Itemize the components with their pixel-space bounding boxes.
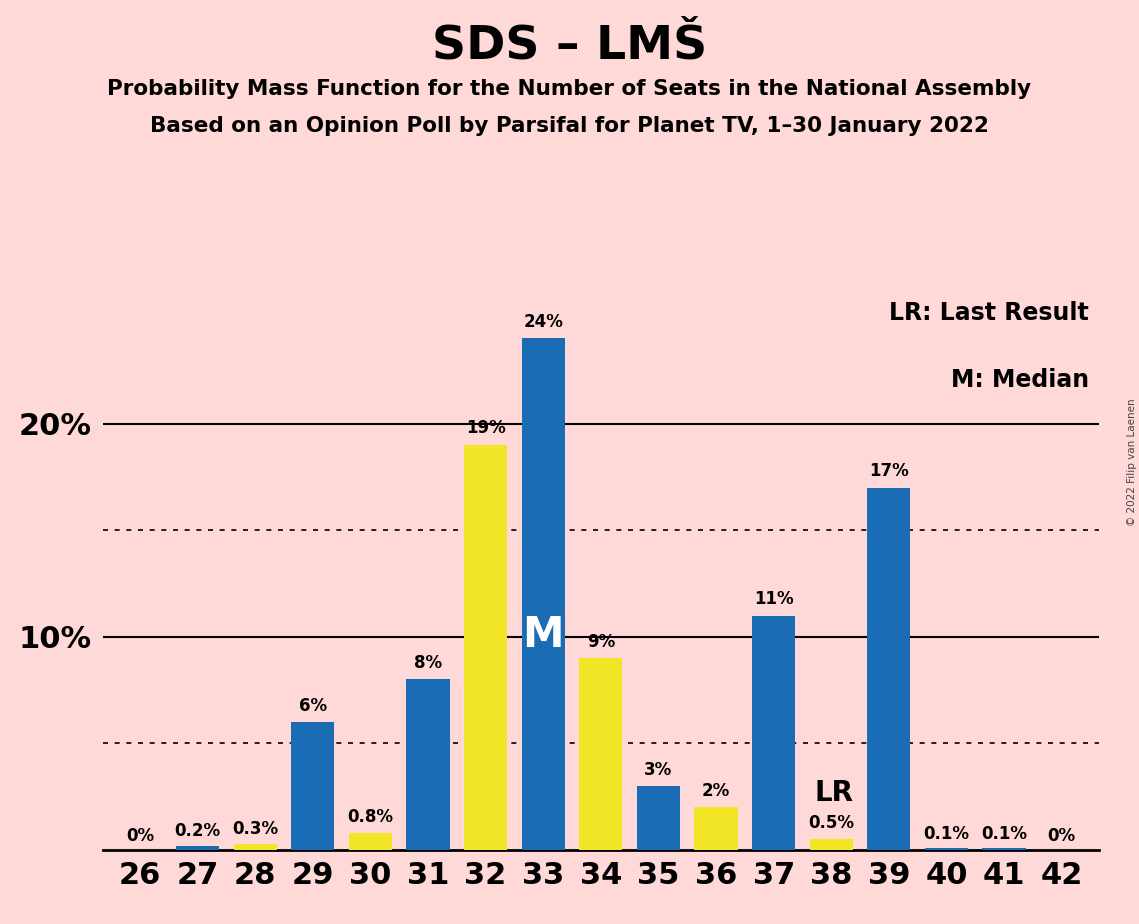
- Text: LR: Last Result: LR: Last Result: [890, 301, 1089, 325]
- Bar: [867, 488, 910, 850]
- Text: 0.5%: 0.5%: [809, 814, 854, 832]
- Text: SDS – LMŠ: SDS – LMŠ: [432, 23, 707, 68]
- Bar: [810, 839, 853, 850]
- Bar: [983, 848, 1026, 850]
- Text: 0.3%: 0.3%: [232, 821, 278, 838]
- Bar: [407, 679, 450, 850]
- Text: 2%: 2%: [702, 782, 730, 800]
- Text: M: M: [523, 614, 564, 656]
- Text: 6%: 6%: [298, 697, 327, 714]
- Text: 17%: 17%: [869, 462, 909, 480]
- Bar: [637, 786, 680, 850]
- Text: 0.2%: 0.2%: [174, 822, 221, 841]
- Bar: [925, 848, 968, 850]
- Text: 3%: 3%: [645, 760, 672, 779]
- Text: 9%: 9%: [587, 633, 615, 650]
- Text: 19%: 19%: [466, 419, 506, 437]
- Text: 24%: 24%: [523, 313, 563, 331]
- Bar: [349, 833, 392, 850]
- Text: Probability Mass Function for the Number of Seats in the National Assembly: Probability Mass Function for the Number…: [107, 79, 1032, 99]
- Bar: [292, 723, 335, 850]
- Bar: [233, 844, 277, 850]
- Text: LR: LR: [814, 780, 853, 808]
- Text: Based on an Opinion Poll by Parsifal for Planet TV, 1–30 January 2022: Based on an Opinion Poll by Parsifal for…: [150, 116, 989, 136]
- Text: 11%: 11%: [754, 590, 794, 608]
- Bar: [695, 808, 738, 850]
- Text: © 2022 Filip van Laenen: © 2022 Filip van Laenen: [1126, 398, 1137, 526]
- Text: M: Median: M: Median: [951, 368, 1089, 392]
- Text: 0%: 0%: [1048, 827, 1075, 845]
- Bar: [522, 338, 565, 850]
- Text: 0.1%: 0.1%: [981, 824, 1027, 843]
- Bar: [175, 845, 219, 850]
- Text: 0%: 0%: [126, 827, 154, 845]
- Bar: [464, 445, 507, 850]
- Bar: [752, 615, 795, 850]
- Bar: [580, 658, 622, 850]
- Text: 0.1%: 0.1%: [924, 824, 969, 843]
- Text: 0.8%: 0.8%: [347, 808, 393, 825]
- Text: 8%: 8%: [413, 654, 442, 672]
